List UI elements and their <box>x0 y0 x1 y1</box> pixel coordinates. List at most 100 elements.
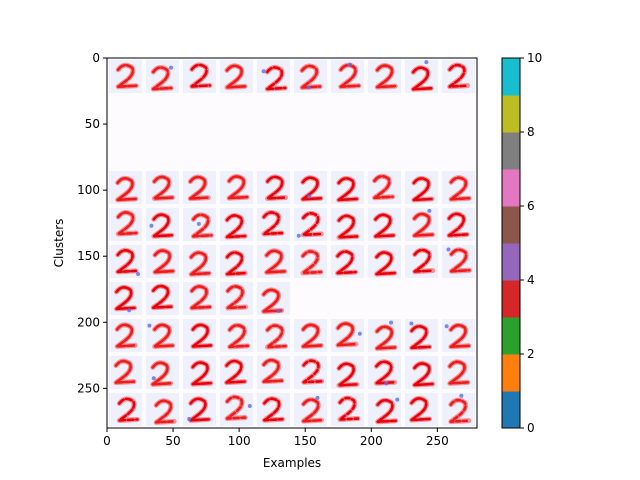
x-tick-label: 200 <box>360 434 383 448</box>
y-axis-ticks: 0 50 100 150 200 250 <box>77 51 107 395</box>
digit-stroke <box>375 360 396 385</box>
x-tick-label: 0 <box>103 434 111 448</box>
digit-stroke <box>153 249 175 274</box>
digit-stroke <box>337 362 359 387</box>
digit-stroke <box>262 211 284 236</box>
digit-stroke <box>151 361 173 386</box>
digit-stroke <box>263 397 284 422</box>
blue-speckle <box>357 331 362 336</box>
digit-tile <box>368 208 401 241</box>
blue-speckle <box>169 65 174 70</box>
blue-speckle <box>446 247 451 252</box>
digit-stroke <box>449 398 471 423</box>
x-tick-label: 150 <box>294 434 317 448</box>
plot-frame <box>106 57 478 429</box>
digit-tile <box>220 171 253 204</box>
digit-tile <box>183 208 216 241</box>
digit-tile <box>183 393 216 426</box>
digit-tile <box>109 319 142 352</box>
digit-tile <box>368 245 401 278</box>
heatmap-plot: 0 50 100 150 200 250 0 50 100 150 200 250 Examples… <box>52 51 478 470</box>
digit-stroke <box>339 63 361 89</box>
digit-tile <box>109 356 142 389</box>
digit-stroke <box>189 175 210 200</box>
digit-tile <box>257 282 290 315</box>
digit-stroke <box>300 64 322 89</box>
digit-tile <box>146 356 179 389</box>
digit-tile <box>183 171 216 204</box>
blue-speckle <box>196 221 201 226</box>
digit-tile <box>442 208 475 241</box>
digit-stroke <box>227 175 249 200</box>
digit-tile <box>442 319 475 352</box>
digit-tile <box>331 393 364 426</box>
digit-stroke <box>152 175 174 200</box>
colorbar-segment <box>502 206 520 244</box>
digit-tile <box>405 319 438 352</box>
digit-stroke <box>336 322 358 347</box>
digit-stroke <box>449 176 471 201</box>
x-tick-label: 50 <box>165 434 180 448</box>
digit-tile <box>405 393 438 426</box>
digit-tile <box>257 60 290 93</box>
digit-stroke <box>191 361 213 386</box>
digit-tile <box>294 208 327 241</box>
y-axis-label: Clusters <box>52 219 66 268</box>
digit-tile <box>220 393 253 426</box>
digit-tile <box>257 171 290 204</box>
digit-stroke <box>302 398 323 423</box>
digit-stroke <box>114 359 136 384</box>
blue-speckle <box>384 381 389 386</box>
colorbar-tick-label: 10 <box>527 51 542 65</box>
digit-stroke <box>302 212 323 237</box>
digit-tile <box>109 282 142 315</box>
digit-stroke <box>338 396 360 421</box>
digit-tile <box>146 171 179 204</box>
digit-stroke <box>116 177 137 202</box>
digit-stroke <box>413 212 434 237</box>
digit-tile <box>146 282 179 315</box>
colorbar-segment <box>502 58 520 96</box>
colorbar-segment <box>502 169 520 207</box>
digit-tile <box>257 356 290 389</box>
y-tick-label: 200 <box>77 315 100 329</box>
digit-tile <box>183 245 216 278</box>
digit-stroke <box>262 288 283 313</box>
digit-stroke <box>192 213 213 238</box>
digit-stroke <box>410 325 431 350</box>
digit-stroke <box>375 325 397 350</box>
digit-tile <box>257 208 290 241</box>
digit-tile <box>146 393 179 426</box>
digit-tile <box>405 60 438 93</box>
digit-tile <box>442 171 475 204</box>
digit-stroke <box>301 323 323 348</box>
digit-tile <box>368 356 401 389</box>
digit-stroke <box>189 397 210 422</box>
digit-tile <box>183 319 216 352</box>
digit-stroke <box>448 63 469 88</box>
digit-stroke <box>373 174 394 200</box>
digit-tile <box>294 171 327 204</box>
digit-stroke <box>190 63 212 88</box>
digit-stroke <box>450 248 471 273</box>
blue-speckle <box>276 308 281 313</box>
digit-stroke <box>225 64 247 89</box>
digit-tile <box>183 356 216 389</box>
digit-stroke <box>189 251 211 276</box>
colorbar: 0 2 4 6 8 10 <box>501 51 542 435</box>
digit-tile <box>442 245 475 278</box>
digit-tile <box>331 171 364 204</box>
digit-stroke <box>449 323 471 349</box>
blue-speckle <box>296 233 301 238</box>
digit-stroke <box>151 284 173 309</box>
digit-stroke <box>116 63 138 89</box>
digit-stroke <box>116 211 138 236</box>
digit-tile <box>331 208 364 241</box>
blue-speckle <box>427 208 432 213</box>
digit-tile <box>220 60 253 93</box>
digit-tile <box>294 60 327 93</box>
blue-speckle <box>147 323 152 328</box>
blue-speckle <box>127 308 132 313</box>
digit-tile <box>442 356 475 389</box>
digit-tile <box>257 245 290 278</box>
